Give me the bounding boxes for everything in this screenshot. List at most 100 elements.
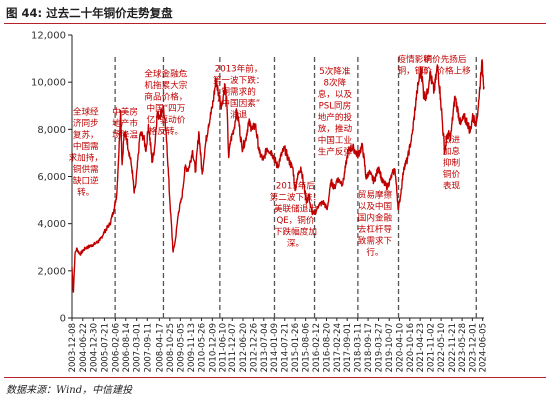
x-tick-label: 2015-08-06 (302, 323, 312, 372)
annotation-text: 机拖累大宗 (144, 79, 187, 91)
y-tick-label: 10,000 (31, 78, 66, 89)
x-tick-label: 2004-12-30 (89, 323, 99, 372)
annotation-text: 贸易摩擦 (358, 189, 393, 201)
x-tick-label: 2021-11-02 (427, 323, 437, 372)
x-tick-label: 2009-05-05 (176, 323, 186, 372)
x-tick-label: 2010-12-09 (208, 323, 218, 372)
x-tick-label: 2005-07-21 (100, 323, 110, 372)
footer-divider (4, 377, 546, 378)
annotation-text: 复苏， (73, 129, 99, 141)
annotation-text: 深。 (287, 238, 304, 249)
title-divider (4, 23, 546, 24)
x-tick-label: 2020-10-16 (406, 323, 416, 372)
annotation-text: 转。 (77, 186, 94, 198)
annotation-text: 缺口逆 (73, 175, 99, 187)
x-tick-label: 2011-12-07 (228, 323, 238, 372)
annotation-text: 5次降准 (319, 65, 351, 77)
annotation-text: 第二波下跌： (270, 191, 322, 203)
annotation-text: 求加持， (69, 152, 103, 164)
source-note: 数据来源：Wind，中信建投 (6, 385, 133, 396)
annotation-text: 场降温 (112, 129, 138, 141)
annotation-text: 表现 (443, 179, 461, 191)
x-tick-label: 2010-05-26 (198, 323, 208, 372)
annotation-text: 致需求下 (358, 235, 393, 247)
x-tick-label: 2016-02-12 (312, 323, 322, 372)
x-tick-label: 2003-12-08 (68, 323, 78, 372)
annotation-text: 2013年前， (215, 63, 263, 75)
x-tick-label: 2004-06-22 (79, 323, 89, 372)
x-tick-label: 2023-05-28 (458, 323, 468, 372)
x-tick-label: 2022-11-21 (448, 323, 458, 372)
x-tick-label: 2016-08-20 (322, 323, 332, 372)
figure-title: 图 44: 过去二十年铜价走势复盘 (6, 6, 173, 20)
annotation-text: 地产市 (112, 117, 138, 129)
annotation-text: PSL同房 (319, 99, 352, 111)
x-tick-label: 2021-04-23 (416, 323, 426, 372)
x-tick-label: 2017-09-01 (343, 323, 353, 372)
x-tick-label: 2008-04-17 (155, 323, 165, 372)
x-tick-label: 2024-06-05 (479, 323, 489, 372)
x-tick-label: 2018-09-17 (364, 323, 374, 372)
x-tick-label: 2013-07-04 (260, 323, 270, 372)
annotation-text: 生产反弹 (318, 145, 353, 157)
annotation-text: 美联储退出 (274, 202, 317, 214)
annotation-text: 商品价格， (144, 90, 187, 102)
x-tick-label: 2015-01-26 (291, 323, 301, 372)
annotation-text: 中国“四万 (147, 102, 186, 114)
x-tick-label: 2019-10-07 (385, 323, 395, 372)
x-tick-label: 2008-10-25 (166, 323, 176, 372)
x-tick-label: 2014-01-09 (270, 323, 280, 372)
x-tick-label: 2012-06-20 (239, 323, 249, 372)
price-series-line (71, 59, 485, 293)
annotation-text: “中国因素” (217, 97, 260, 109)
annotation-text: QE，铜价 (276, 214, 314, 226)
annotation-text: 去杠杆导 (358, 223, 393, 235)
y-tick-label: 0 (60, 314, 66, 325)
x-tick-label: 2020-04-10 (395, 323, 405, 372)
x-tick-label: 2019-03-27 (375, 323, 385, 372)
x-tick-label: 2007-03-01 (133, 323, 143, 372)
x-tick-label: 2018-03-11 (354, 323, 364, 372)
annotation-text: 加息 (443, 145, 461, 157)
x-tick-label: 2011-06-10 (218, 323, 228, 372)
annotation-text: 铜，铜价 (398, 65, 433, 77)
copper-price-chart: 0 2,000 4,000 6,000 8,000 10,000 12,000 2003-12… (31, 31, 489, 373)
annotation-text: 第一波下跌： (213, 74, 265, 86)
x-tick-label: 2012-12-26 (249, 323, 259, 372)
y-tick-label: 6,000 (37, 172, 66, 183)
x-tick-label: 2023-12-01 (468, 323, 478, 372)
annotation-text: 下跌幅度加 (274, 225, 317, 237)
annotation-text: 铜需求的 (221, 86, 255, 98)
x-tick-label: 2022-05-10 (437, 323, 447, 372)
annotation-text: 消退 (230, 109, 248, 121)
annotation-text: 抑制 (443, 156, 460, 168)
annotation-text: 息，以及 (318, 88, 353, 100)
annotation-text: 全球经 (73, 106, 99, 118)
annotation-text: 疫情影响 (398, 53, 433, 65)
x-tick-label: 2014-07-21 (281, 323, 291, 372)
annotation-text: 地产的投 (318, 111, 353, 123)
x-tick-label: 2009-11-13 (187, 323, 197, 372)
x-tick-label: 2006-08-14 (122, 323, 132, 372)
annotation-text: 以及中国 (358, 200, 392, 212)
annotation-text: 中美房 (112, 106, 138, 118)
annotation-text: 铜价 (443, 168, 461, 180)
annotation-text: 中国需 (73, 140, 99, 152)
annotation-text: 铜价先扬后 (424, 53, 467, 65)
annotation-text: 2013年后 (276, 179, 315, 191)
annotation-text: 济同步 (73, 117, 99, 129)
x-tick-label: 2007-09-11 (143, 323, 153, 372)
annotation-text: 8次降 (324, 76, 347, 88)
annotation-text: 放，推动 (318, 122, 353, 134)
y-tick-label: 12,000 (31, 31, 66, 42)
annotation-text: 国内金融 (358, 212, 393, 224)
y-tick-label: 8,000 (37, 125, 66, 136)
annotation-text: 全球金融危 (144, 67, 187, 79)
annotation-text: 中国工业 (318, 134, 353, 146)
annotation-text: 亿”驱动价 (147, 113, 186, 125)
x-tick-label: 2006-02-06 (111, 323, 121, 372)
annotation-text: 激进 (443, 133, 461, 145)
annotation-text: 行。 (366, 246, 383, 258)
annotation-text: 铜供需 (73, 163, 99, 175)
y-tick-label: 2,000 (37, 266, 66, 277)
